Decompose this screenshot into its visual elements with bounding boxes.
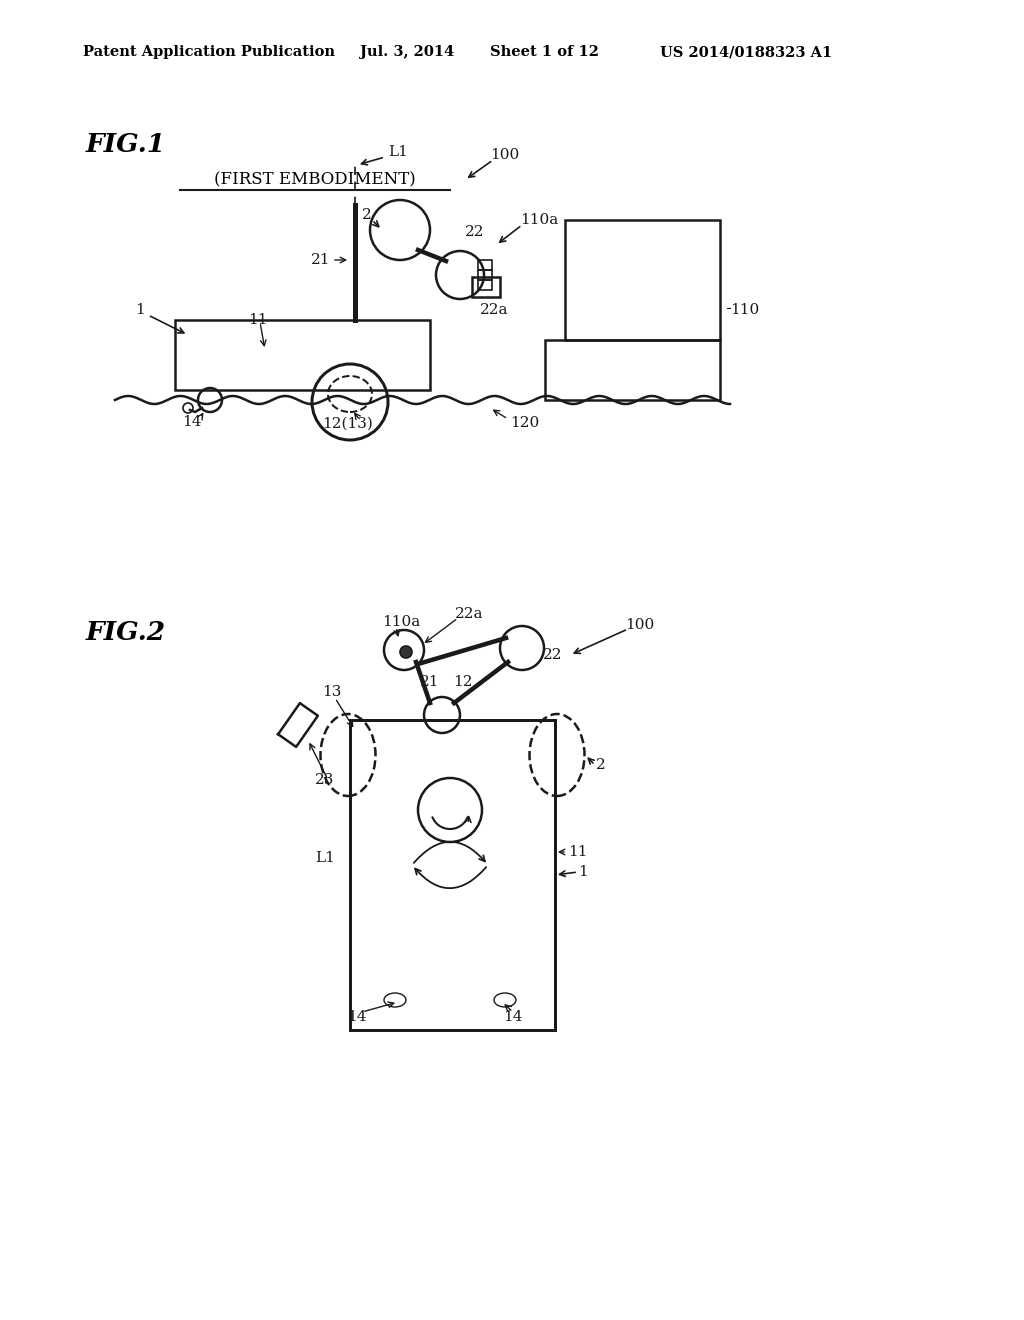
Text: 14: 14 xyxy=(182,414,202,429)
Text: 14: 14 xyxy=(347,1010,367,1024)
Text: Jul. 3, 2014: Jul. 3, 2014 xyxy=(360,45,455,59)
Text: 110a: 110a xyxy=(520,213,558,227)
Text: 11: 11 xyxy=(248,313,267,327)
Text: 100: 100 xyxy=(625,618,654,632)
Circle shape xyxy=(436,251,484,300)
Bar xyxy=(545,341,720,400)
Circle shape xyxy=(384,630,424,671)
Bar xyxy=(478,280,492,290)
Text: 1: 1 xyxy=(578,865,588,879)
Text: 12: 12 xyxy=(453,675,472,689)
Text: US 2014/0188323 A1: US 2014/0188323 A1 xyxy=(660,45,833,59)
Text: 21: 21 xyxy=(420,675,439,689)
Text: 2: 2 xyxy=(362,209,372,222)
Circle shape xyxy=(400,645,412,657)
Text: 22: 22 xyxy=(543,648,562,663)
Text: 14: 14 xyxy=(503,1010,522,1024)
Bar xyxy=(478,260,492,271)
Text: 11: 11 xyxy=(568,845,588,859)
Text: 21: 21 xyxy=(310,253,330,267)
Bar xyxy=(478,271,492,280)
Text: 12(13): 12(13) xyxy=(323,417,374,432)
Text: FIG.2: FIG.2 xyxy=(86,619,166,644)
Text: Sheet 1 of 12: Sheet 1 of 12 xyxy=(490,45,599,59)
Text: 22: 22 xyxy=(465,224,484,239)
Circle shape xyxy=(500,626,544,671)
Bar xyxy=(565,220,720,341)
Text: L1: L1 xyxy=(315,851,335,865)
Text: FIG.1: FIG.1 xyxy=(86,132,166,157)
Text: 23: 23 xyxy=(315,774,335,787)
Text: 13: 13 xyxy=(322,685,341,700)
Text: 120: 120 xyxy=(510,416,540,430)
Bar xyxy=(350,719,555,1030)
Bar xyxy=(175,319,430,389)
Circle shape xyxy=(370,201,430,260)
Text: Patent Application Publication: Patent Application Publication xyxy=(83,45,335,59)
Text: 2: 2 xyxy=(596,758,606,772)
Text: 22a: 22a xyxy=(455,607,483,620)
Bar xyxy=(472,277,500,297)
Text: 22a: 22a xyxy=(480,304,509,317)
Text: (FIRST EMBODIMENT): (FIRST EMBODIMENT) xyxy=(214,172,416,189)
Text: 1: 1 xyxy=(135,304,144,317)
Text: 110: 110 xyxy=(730,304,759,317)
Text: 100: 100 xyxy=(490,148,519,162)
Text: L1: L1 xyxy=(388,145,408,158)
Text: 110a: 110a xyxy=(382,615,420,630)
